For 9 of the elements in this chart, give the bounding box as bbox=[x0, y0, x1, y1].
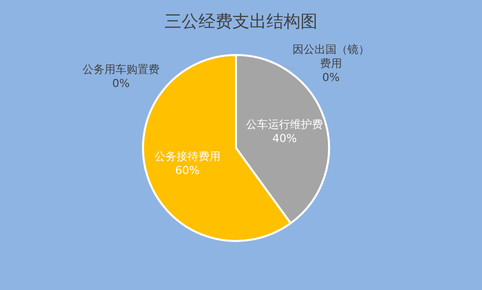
category-label: 因公出国（镜）费用 bbox=[292, 43, 370, 70]
category-label: 公务用车购置费 bbox=[82, 63, 160, 76]
text: 0% bbox=[112, 77, 130, 90]
data-label: 60% bbox=[175, 164, 200, 177]
chart-title: 三公经费支出结构图 bbox=[164, 12, 318, 32]
slice-label: 公务接待费用 bbox=[154, 150, 220, 163]
slice-label: 公车运行维护费 bbox=[246, 118, 324, 132]
text: 0% bbox=[322, 71, 340, 84]
data-label: 40% bbox=[272, 132, 297, 146]
